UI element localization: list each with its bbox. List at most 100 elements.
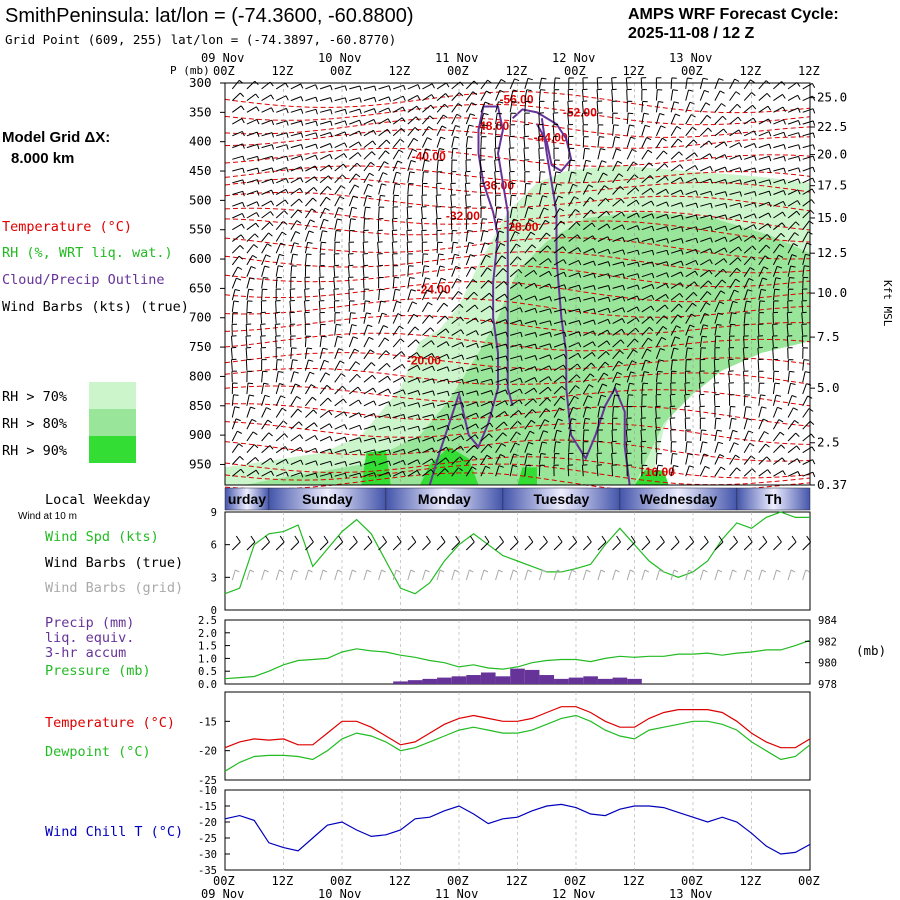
bottom-time-label: 00Z — [681, 874, 703, 888]
wind-barb — [641, 305, 655, 313]
wind-barb — [699, 89, 710, 101]
wind-barb — [655, 441, 662, 453]
wind-barb — [246, 457, 259, 465]
wind-barb — [670, 293, 684, 301]
wind-barb — [597, 172, 608, 184]
wind-barb — [612, 211, 625, 219]
wind-barb — [684, 393, 690, 406]
wind-barb — [363, 172, 374, 184]
wind-barb — [436, 93, 450, 101]
wind-barb — [597, 394, 607, 406]
wind-barb — [495, 343, 508, 350]
wind-barb — [742, 347, 749, 359]
wind-barb — [275, 371, 284, 383]
wind-barb — [802, 209, 815, 219]
wind-barb — [304, 359, 314, 371]
wind-barb — [422, 314, 434, 324]
wind-barb — [305, 108, 318, 115]
pressure-unit-label: (mb) — [856, 643, 886, 658]
wind-barb — [466, 390, 479, 396]
wind-barb — [596, 452, 603, 465]
wind-barb — [700, 237, 713, 243]
wind-barb — [480, 147, 486, 160]
wind-barb — [612, 394, 620, 406]
wind-barb — [553, 183, 562, 195]
surface-wind-barb — [729, 535, 738, 551]
wind-barb — [480, 444, 493, 454]
wind-barb — [626, 199, 640, 207]
wind-barb — [232, 130, 245, 137]
wind-barb — [582, 441, 589, 453]
wind-barb — [363, 312, 372, 324]
wind-barb — [539, 308, 552, 314]
wind-barb — [597, 197, 610, 207]
wind-barb — [450, 218, 457, 230]
wind-barb — [377, 253, 383, 265]
wind-barb — [772, 419, 784, 430]
grid-wind-barb — [655, 569, 664, 581]
wind-barb — [305, 176, 318, 184]
wind-barb — [538, 123, 544, 136]
wind-barb — [699, 77, 709, 90]
wind-barb — [275, 407, 287, 418]
wind-barb — [670, 238, 684, 244]
wind-barb — [641, 272, 655, 279]
precip-bar — [524, 669, 540, 684]
wind-barb — [479, 182, 486, 195]
height-tick-label: 2.5 — [817, 435, 840, 450]
wind-barb — [261, 211, 274, 219]
wind-barb — [480, 454, 492, 465]
wind-barb — [421, 194, 427, 207]
wind-barb — [334, 97, 348, 103]
wind-speed-panel-ytick-label: 9 — [211, 507, 217, 519]
wind-barb — [436, 114, 448, 125]
wind-barb — [495, 454, 506, 465]
wind-barb — [319, 372, 331, 383]
wind-barb — [758, 312, 765, 324]
wind-barb — [656, 213, 669, 220]
wind-barb — [627, 295, 640, 301]
wind-barb — [495, 410, 508, 418]
wind-barb — [612, 417, 618, 430]
wind-barb — [670, 441, 677, 453]
wind-barb — [597, 148, 606, 160]
surface-wind-barb — [582, 535, 592, 551]
wind-barb — [349, 85, 362, 91]
wind-barb — [290, 209, 303, 219]
wind-barb — [363, 349, 375, 360]
wind-barb — [729, 142, 743, 149]
bottom-time-label: 12Z — [272, 874, 294, 888]
date-tick-label: 13 Nov — [669, 51, 712, 65]
wind-barb — [787, 232, 799, 242]
bottom-date-label: 09 Nov — [201, 887, 244, 900]
wind-barb — [495, 378, 509, 384]
wind-barb — [495, 78, 506, 90]
wind-barb — [553, 441, 561, 453]
wind-barb — [495, 306, 509, 313]
wind-barb — [436, 125, 447, 137]
surface-wind-barb — [699, 535, 709, 551]
surface-wind-barb — [422, 535, 431, 551]
wind-barb — [319, 196, 331, 207]
wind-barb — [422, 402, 435, 408]
wind-barb — [743, 234, 757, 242]
wind-barb — [553, 418, 563, 430]
wind-barb — [538, 171, 546, 183]
wind-barb — [465, 124, 474, 136]
wind-barb — [641, 452, 647, 465]
wind-barb — [290, 166, 304, 172]
wind-barb — [363, 85, 377, 91]
wind-barb — [626, 317, 640, 325]
wind-barb — [713, 370, 720, 383]
wind-barb — [524, 398, 537, 407]
wind-barb — [641, 100, 648, 113]
wind-barb — [231, 430, 243, 442]
surface-wind-barb — [612, 535, 621, 551]
precip-panel-ytick-label: 2.5 — [198, 615, 217, 627]
wind-barb — [421, 206, 427, 219]
bottom-time-label: 00Z — [330, 874, 352, 888]
wind-barb — [582, 406, 592, 418]
wind-barb — [275, 220, 288, 231]
grid-wind-barb — [363, 569, 372, 581]
wind-barb — [495, 280, 508, 289]
